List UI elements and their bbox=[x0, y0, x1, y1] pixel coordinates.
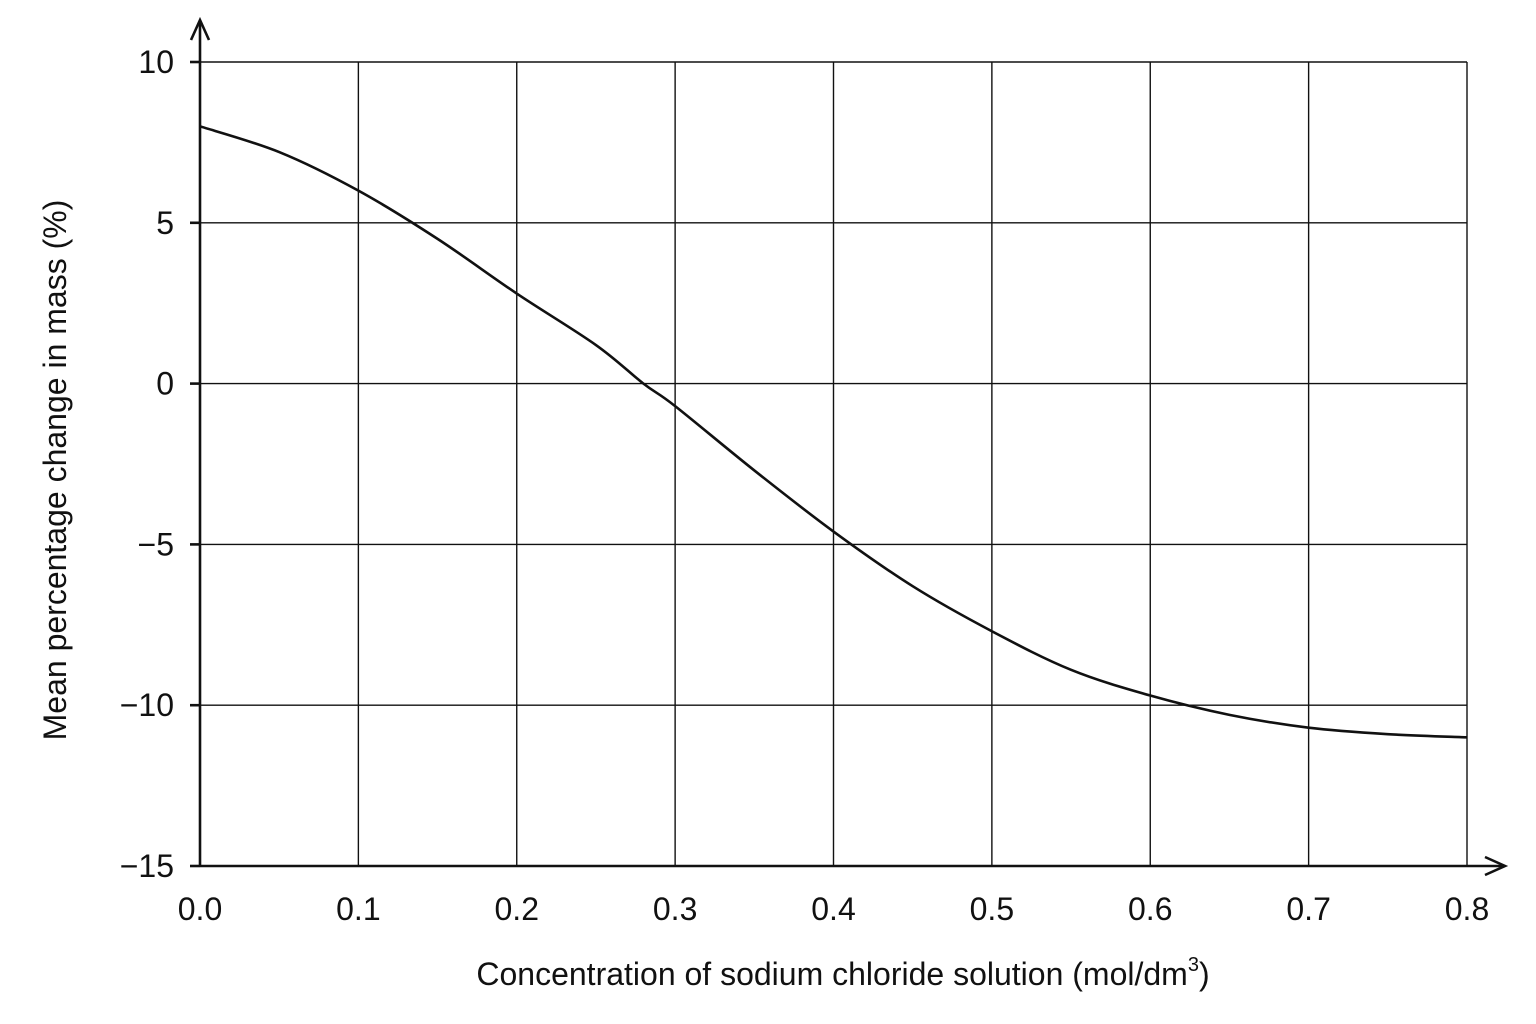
x-tick-label: 0.1 bbox=[336, 891, 380, 927]
y-tick-label: 5 bbox=[156, 205, 174, 241]
y-tick-label: −5 bbox=[138, 526, 174, 562]
x-axis-title-superscript: 3 bbox=[1188, 954, 1199, 976]
x-tick-label: 0.0 bbox=[178, 891, 222, 927]
y-tick-label: −10 bbox=[120, 687, 174, 723]
y-tick-label: 0 bbox=[156, 366, 174, 402]
y-axis-title: Mean percentage change in mass (%) bbox=[37, 200, 73, 741]
x-tick-label: 0.7 bbox=[1286, 891, 1330, 927]
x-axis-title-suffix: ) bbox=[1199, 956, 1210, 992]
y-tick-label: −15 bbox=[120, 848, 174, 884]
y-tick-label: 10 bbox=[138, 44, 174, 80]
x-tick-label: 0.4 bbox=[811, 891, 855, 927]
x-tick-label: 0.3 bbox=[653, 891, 697, 927]
x-axis-title-main: Concentration of sodium chloride solutio… bbox=[476, 956, 1187, 992]
axes-layer bbox=[189, 16, 1509, 877]
x-tick-label: 0.8 bbox=[1445, 891, 1489, 927]
x-tick-label: 0.6 bbox=[1128, 891, 1172, 927]
series-line bbox=[199, 125, 1468, 739]
x-axis-title: Concentration of sodium chloride solutio… bbox=[476, 954, 1209, 992]
y-axis-arrow bbox=[189, 16, 211, 41]
grid-layer bbox=[200, 61, 1468, 866]
x-tick-label: 0.2 bbox=[495, 891, 539, 927]
ticks-layer: 0.0 0.1 0.2 0.3 0.4 0.5 0.6 0.7 0.8 10 5 0 −5 −10 −15 bbox=[120, 44, 1490, 927]
x-axis-arrow bbox=[1484, 855, 1509, 877]
x-tick-label: 0.5 bbox=[970, 891, 1014, 927]
series-layer bbox=[199, 125, 1468, 739]
